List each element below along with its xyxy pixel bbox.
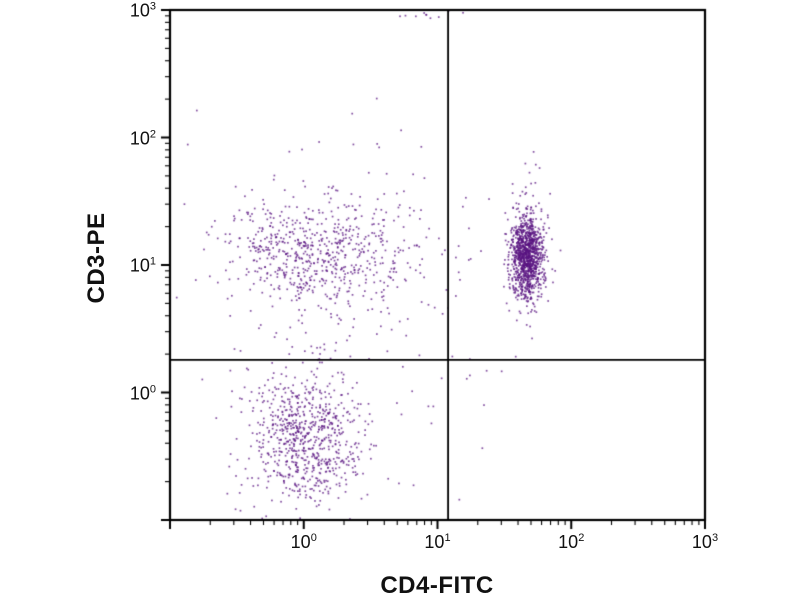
x-tick-label: 102 — [558, 532, 585, 552]
x-axis-label: CD4-FITC — [380, 572, 494, 599]
y-axis-label: CD3-PE — [83, 212, 110, 304]
x-tick-label: 103 — [691, 532, 719, 552]
y-tick-label: 100 — [129, 383, 156, 403]
x-tick-label: 101 — [424, 532, 451, 552]
y-tick-label: 103 — [129, 0, 156, 21]
y-tick-label: 101 — [129, 255, 156, 276]
y-tick-label: 102 — [129, 128, 156, 148]
x-tick-label: 100 — [290, 532, 317, 552]
